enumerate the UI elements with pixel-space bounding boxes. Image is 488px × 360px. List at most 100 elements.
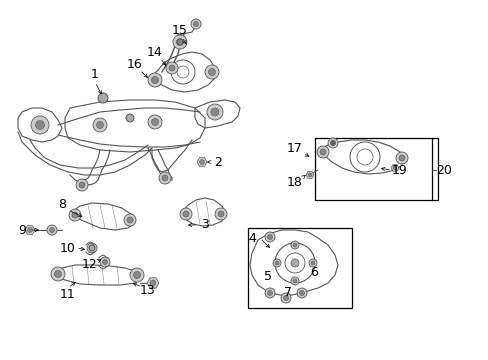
Circle shape (49, 228, 54, 233)
Circle shape (290, 259, 298, 267)
Circle shape (31, 116, 49, 134)
Circle shape (215, 208, 226, 220)
Text: 11: 11 (60, 288, 76, 302)
Text: 4: 4 (247, 231, 255, 244)
Circle shape (264, 232, 274, 242)
Text: 19: 19 (391, 163, 407, 176)
Circle shape (133, 271, 140, 279)
Text: 16: 16 (127, 58, 142, 72)
Circle shape (126, 114, 134, 122)
Text: 15: 15 (172, 23, 187, 36)
Text: 8: 8 (58, 198, 66, 211)
Text: 10: 10 (60, 242, 76, 255)
Circle shape (89, 246, 94, 251)
Text: 5: 5 (264, 270, 271, 283)
Circle shape (151, 77, 158, 84)
Circle shape (173, 35, 186, 49)
Circle shape (96, 122, 103, 129)
Circle shape (100, 257, 110, 267)
Text: 14: 14 (147, 45, 163, 58)
Polygon shape (305, 171, 313, 179)
Circle shape (165, 62, 178, 74)
Circle shape (176, 39, 183, 45)
Circle shape (210, 108, 219, 116)
Circle shape (218, 211, 224, 217)
Circle shape (274, 261, 279, 265)
Circle shape (310, 261, 314, 265)
Circle shape (130, 268, 143, 282)
Circle shape (299, 291, 304, 296)
Circle shape (272, 259, 281, 267)
Bar (247, 228, 351, 308)
Circle shape (54, 270, 61, 278)
Circle shape (199, 159, 204, 165)
Circle shape (290, 277, 298, 285)
Circle shape (177, 39, 183, 45)
Circle shape (193, 22, 198, 27)
Text: 3: 3 (201, 219, 208, 231)
Circle shape (151, 118, 158, 126)
Text: 9: 9 (18, 224, 26, 237)
Circle shape (307, 173, 311, 177)
Circle shape (330, 140, 335, 145)
Circle shape (87, 243, 97, 253)
Circle shape (47, 225, 57, 235)
Circle shape (93, 118, 107, 132)
Circle shape (124, 214, 136, 226)
Circle shape (308, 259, 316, 267)
Circle shape (79, 182, 85, 188)
Circle shape (191, 19, 201, 29)
Text: 13: 13 (140, 284, 156, 297)
Circle shape (395, 152, 407, 164)
Polygon shape (197, 158, 206, 166)
Circle shape (148, 115, 162, 129)
Circle shape (98, 93, 108, 103)
Circle shape (398, 155, 404, 161)
Circle shape (267, 291, 272, 296)
Circle shape (264, 288, 274, 298)
Text: 7: 7 (284, 285, 291, 298)
Circle shape (69, 209, 81, 221)
Polygon shape (147, 278, 159, 288)
Circle shape (281, 293, 290, 303)
Circle shape (204, 65, 219, 79)
Text: 18: 18 (286, 176, 303, 189)
Circle shape (319, 149, 325, 155)
Circle shape (296, 288, 306, 298)
Circle shape (327, 138, 337, 148)
Circle shape (76, 179, 88, 191)
Circle shape (72, 212, 78, 218)
Circle shape (162, 175, 168, 181)
Circle shape (267, 234, 272, 239)
Circle shape (330, 141, 334, 145)
Text: 2: 2 (214, 156, 222, 168)
Circle shape (283, 296, 288, 301)
Circle shape (292, 243, 296, 247)
Circle shape (148, 73, 162, 87)
Text: 1: 1 (91, 68, 99, 81)
Text: 20: 20 (435, 163, 451, 176)
Circle shape (208, 68, 215, 76)
Text: 6: 6 (309, 266, 317, 279)
Circle shape (180, 208, 192, 220)
Circle shape (316, 146, 328, 158)
Text: 17: 17 (286, 141, 303, 154)
Circle shape (27, 228, 32, 233)
Circle shape (102, 260, 107, 265)
Circle shape (290, 241, 298, 249)
Circle shape (206, 104, 223, 120)
Circle shape (183, 211, 189, 217)
Circle shape (150, 280, 156, 286)
Bar (314, 138, 431, 200)
Polygon shape (25, 226, 35, 234)
Circle shape (127, 217, 133, 223)
Circle shape (89, 245, 95, 251)
Polygon shape (390, 165, 398, 171)
Circle shape (292, 279, 296, 283)
Circle shape (36, 121, 44, 130)
Circle shape (392, 166, 396, 170)
Circle shape (159, 172, 171, 184)
Circle shape (51, 267, 65, 281)
Text: 12: 12 (82, 258, 98, 271)
Circle shape (169, 65, 175, 71)
